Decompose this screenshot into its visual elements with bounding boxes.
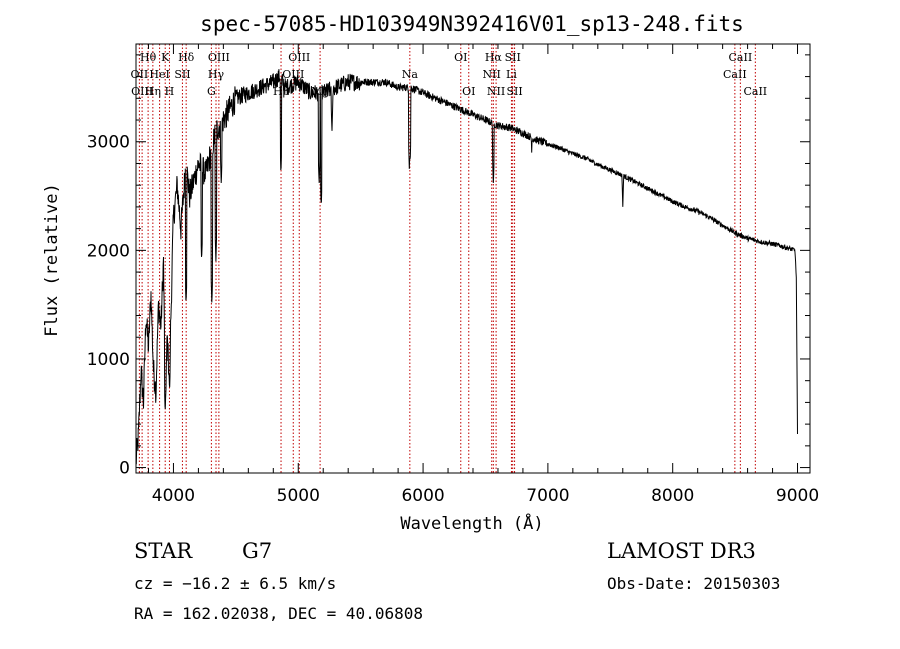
spectral-line-label: H bbox=[165, 85, 175, 98]
spectral-line-label: Na bbox=[402, 68, 419, 81]
coordinates-text: RA = 162.02038, DEC = 40.06808 bbox=[134, 604, 423, 623]
y-axis-label: Flux (relative) bbox=[42, 183, 62, 337]
x-tick-label: 8000 bbox=[651, 486, 694, 506]
spectral-line-label: Li bbox=[506, 68, 517, 81]
spectral-line-label: Hα bbox=[485, 51, 503, 64]
spectrum-series-line bbox=[135, 69, 798, 465]
spectral-line-label: NII bbox=[487, 85, 505, 98]
spectral-line-label: CaII bbox=[729, 51, 753, 64]
spectral-line-label: SII bbox=[174, 68, 190, 81]
spectral-line-label: OIII bbox=[282, 68, 304, 81]
chart-title: spec-57085-HD103949N392416V01_sp13-248.f… bbox=[200, 12, 744, 36]
x-tick-label: 4000 bbox=[152, 486, 195, 506]
x-axis-label: Wavelength (Å) bbox=[400, 512, 543, 534]
obs-date-text: Obs-Date: 20150303 bbox=[607, 574, 781, 593]
spectral-line-label: HeI bbox=[149, 68, 169, 81]
spectral-line-label: NII bbox=[483, 68, 501, 81]
spectral-line-label: K bbox=[161, 51, 170, 64]
spectral-line-label: G bbox=[207, 85, 216, 98]
spectral-line-label: Hθ bbox=[140, 51, 157, 64]
spectral-line-label: OIII bbox=[131, 85, 153, 98]
subclass-label: G7 bbox=[242, 539, 273, 563]
spectral-line-label: OII bbox=[131, 68, 149, 81]
spectral-line-label: CaII bbox=[723, 68, 747, 81]
spectral-line-label: OIII bbox=[288, 51, 310, 64]
axis-ticks: 4000 5000 6000 7000 8000 9000 0 1000 2000 3000 bbox=[87, 44, 819, 506]
redshift-text: cz = −16.2 ± 6.5 km/s bbox=[134, 574, 337, 593]
spectral-line-label: OIII bbox=[208, 51, 230, 64]
spectral-line-label: SII bbox=[506, 85, 522, 98]
x-tick-label: 5000 bbox=[277, 486, 320, 506]
x-tick-label: 9000 bbox=[776, 486, 819, 506]
x-tick-label: 6000 bbox=[401, 486, 444, 506]
spectral-line-label: Hη bbox=[145, 85, 161, 98]
spectral-line-label: Hγ bbox=[208, 68, 225, 81]
survey-label: LAMOST DR3 bbox=[607, 539, 756, 563]
y-tick-label: 1000 bbox=[87, 350, 130, 370]
spectral-line-label: OI bbox=[454, 51, 467, 64]
spectral-line-label: SII bbox=[505, 51, 521, 64]
x-tick-label: 7000 bbox=[526, 486, 569, 506]
spectral-line-label: OI bbox=[462, 85, 475, 98]
object-type-label: STAR bbox=[134, 539, 193, 563]
y-tick-label: 3000 bbox=[87, 133, 130, 153]
spectral-line-label: Hδ bbox=[178, 51, 195, 64]
y-tick-label: 2000 bbox=[87, 241, 130, 261]
y-tick-label: 0 bbox=[119, 459, 130, 479]
spectral-line-label: CaII bbox=[743, 85, 767, 98]
plot-frame bbox=[135, 43, 811, 474]
